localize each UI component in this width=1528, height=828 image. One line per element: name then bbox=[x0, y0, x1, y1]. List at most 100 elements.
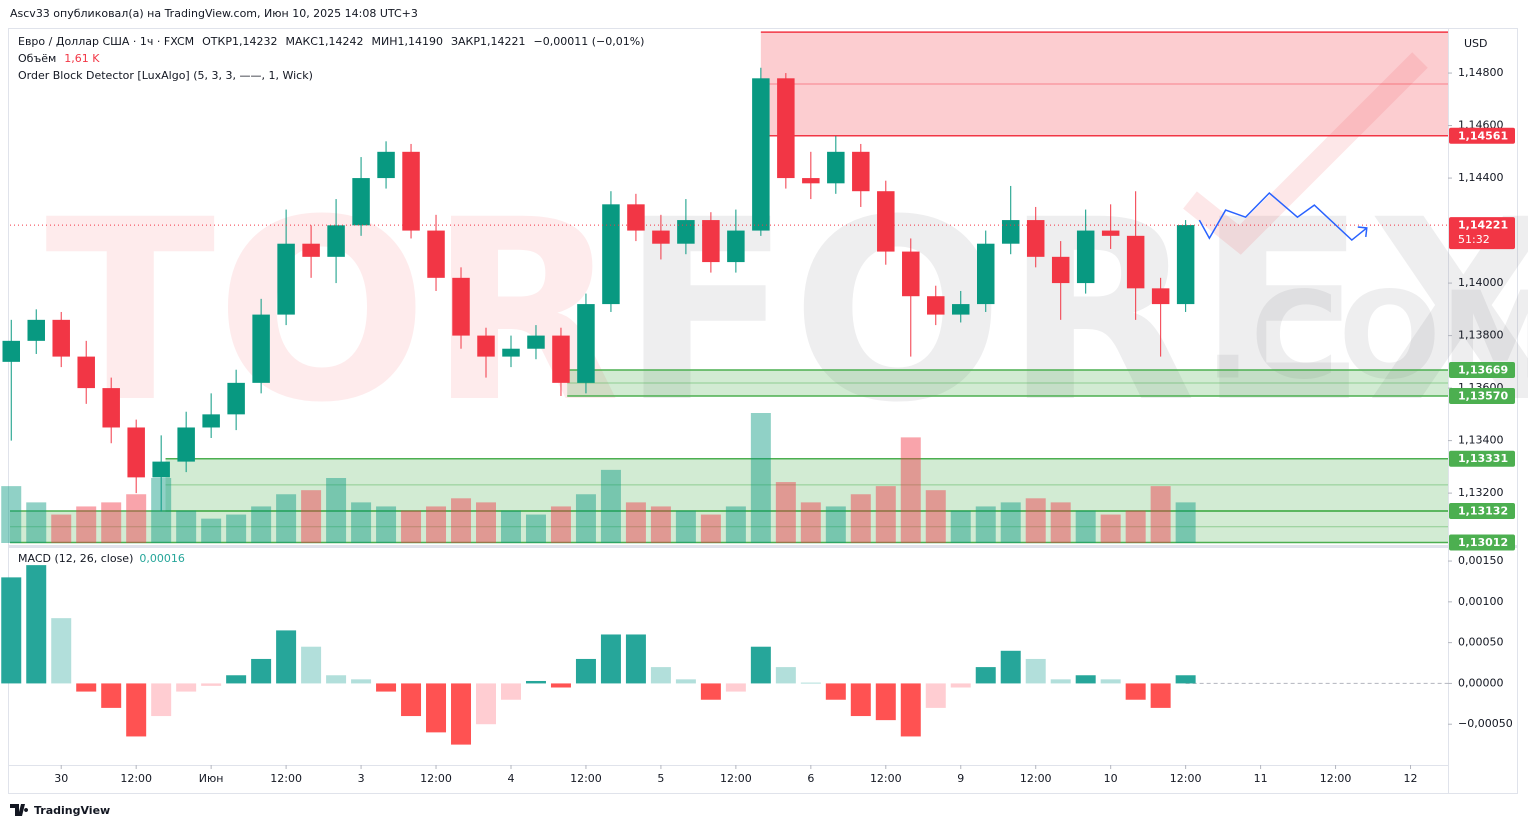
candle-body bbox=[1176, 225, 1195, 305]
volume-bar bbox=[1150, 486, 1171, 543]
candle-body bbox=[152, 461, 170, 478]
last-price-label: 1,14221 bbox=[1458, 219, 1508, 232]
candle-body bbox=[752, 78, 770, 231]
candle-body bbox=[1101, 230, 1120, 236]
macd-bar bbox=[251, 658, 272, 684]
volume-bar bbox=[1050, 502, 1071, 543]
candle-body bbox=[127, 427, 145, 478]
volume-bar bbox=[1075, 510, 1096, 543]
ohlc-label: ОТКР bbox=[202, 35, 232, 48]
candle-body bbox=[602, 204, 620, 305]
volume-bar bbox=[850, 494, 871, 543]
y-tick-label: 0,00000 bbox=[1458, 676, 1504, 689]
x-tick-label: 5 bbox=[657, 772, 664, 785]
candle-body bbox=[777, 78, 795, 179]
x-tick-label: 12:00 bbox=[270, 772, 302, 785]
y-tick-label: 1,13200 bbox=[1458, 486, 1504, 499]
volume-bar bbox=[1175, 502, 1196, 543]
x-tick-label: 12:00 bbox=[120, 772, 152, 785]
macd-bar bbox=[975, 667, 996, 684]
footer-logo: TradingView bbox=[10, 804, 110, 817]
price-tag bbox=[1449, 534, 1515, 551]
volume-bar bbox=[525, 514, 546, 543]
volume-bar bbox=[1025, 498, 1046, 543]
candle-body bbox=[627, 204, 645, 231]
price-tag bbox=[1449, 127, 1515, 144]
volume-bar bbox=[476, 502, 496, 543]
candle-body bbox=[652, 230, 670, 244]
macd-bar bbox=[376, 683, 397, 692]
x-tick-label: 4 bbox=[507, 772, 514, 785]
candle-body bbox=[377, 151, 395, 179]
candle-body bbox=[477, 335, 495, 357]
macd-bar bbox=[650, 667, 671, 684]
macd-bar bbox=[700, 683, 721, 700]
macd-value: 0,00016 bbox=[139, 552, 185, 565]
macd-bar bbox=[525, 680, 546, 684]
x-tick-label: 10 bbox=[1104, 772, 1118, 785]
volume-bar bbox=[825, 506, 846, 543]
macd-bar bbox=[500, 683, 521, 700]
macd-bar bbox=[276, 630, 297, 684]
macd-bar bbox=[1000, 650, 1021, 684]
macd-bar bbox=[451, 683, 472, 745]
volume-bar bbox=[1100, 514, 1121, 543]
x-tick-label: 30 bbox=[54, 772, 68, 785]
macd-bar bbox=[925, 683, 946, 708]
frame bbox=[8, 28, 1518, 794]
watermark-part: TOR bbox=[45, 166, 621, 457]
candle-body bbox=[1001, 220, 1020, 244]
forecast-line bbox=[1198, 192, 1368, 242]
candle-body bbox=[77, 356, 95, 389]
watermark-arrow bbox=[1183, 52, 1428, 255]
watermark: .COM bbox=[1205, 268, 1528, 407]
macd-bar bbox=[875, 683, 896, 721]
candle-body bbox=[702, 220, 720, 263]
header: Ascv33 опубликовал(а) на TradingView.com… bbox=[10, 7, 418, 20]
y-tick-label: 0,00050 bbox=[1458, 636, 1504, 649]
last-price-tag bbox=[1449, 217, 1515, 250]
macd-bar bbox=[725, 683, 746, 692]
macd-bar bbox=[176, 683, 197, 692]
price-tag bbox=[1449, 502, 1515, 519]
volume-bar bbox=[1, 486, 22, 543]
price-tag-label: 1,13132 bbox=[1458, 504, 1508, 517]
macd-bar bbox=[1150, 683, 1171, 708]
volume-bar bbox=[226, 514, 247, 543]
ohlc-label: МИН bbox=[371, 35, 397, 48]
macd-bar bbox=[850, 683, 871, 717]
volume-bar bbox=[1000, 502, 1021, 543]
candle-body bbox=[677, 220, 695, 244]
currency: USD bbox=[1464, 37, 1488, 50]
candle-body bbox=[1076, 230, 1095, 284]
price-tag bbox=[1449, 387, 1515, 404]
macd-legend: MACD (12, 26, close) 0,00016 bbox=[18, 552, 185, 565]
volume-bar bbox=[176, 510, 197, 543]
macd-bar bbox=[301, 646, 322, 684]
price-tag-label: 1,13669 bbox=[1458, 363, 1508, 376]
candle-body bbox=[2, 340, 20, 362]
volume-bar bbox=[451, 498, 472, 543]
candle-body bbox=[802, 178, 820, 184]
x-tick-label: 12:00 bbox=[870, 772, 902, 785]
ohlc-value: 1,14232 bbox=[232, 35, 278, 48]
candle-body bbox=[327, 225, 345, 257]
candle-body bbox=[552, 335, 570, 383]
y-tick-label: 1,13800 bbox=[1458, 329, 1504, 342]
candle-body bbox=[827, 151, 845, 184]
change: −0,00011 (−0,01%) bbox=[534, 35, 645, 48]
macd-bar bbox=[476, 683, 496, 725]
volume-bar bbox=[875, 486, 896, 543]
macd-bar bbox=[825, 683, 846, 700]
price-tag-label: 1,14561 bbox=[1458, 129, 1508, 142]
candle-body bbox=[727, 230, 745, 263]
ohlc-label: ЗАКР bbox=[451, 35, 480, 48]
volume-bar bbox=[126, 494, 147, 543]
macd-bar bbox=[675, 679, 696, 684]
watermark: TORFOREX bbox=[45, 166, 1528, 457]
macd-bar bbox=[426, 683, 447, 733]
volume-bar bbox=[201, 518, 222, 543]
volume-bar bbox=[101, 502, 122, 543]
candle-body bbox=[402, 151, 420, 231]
